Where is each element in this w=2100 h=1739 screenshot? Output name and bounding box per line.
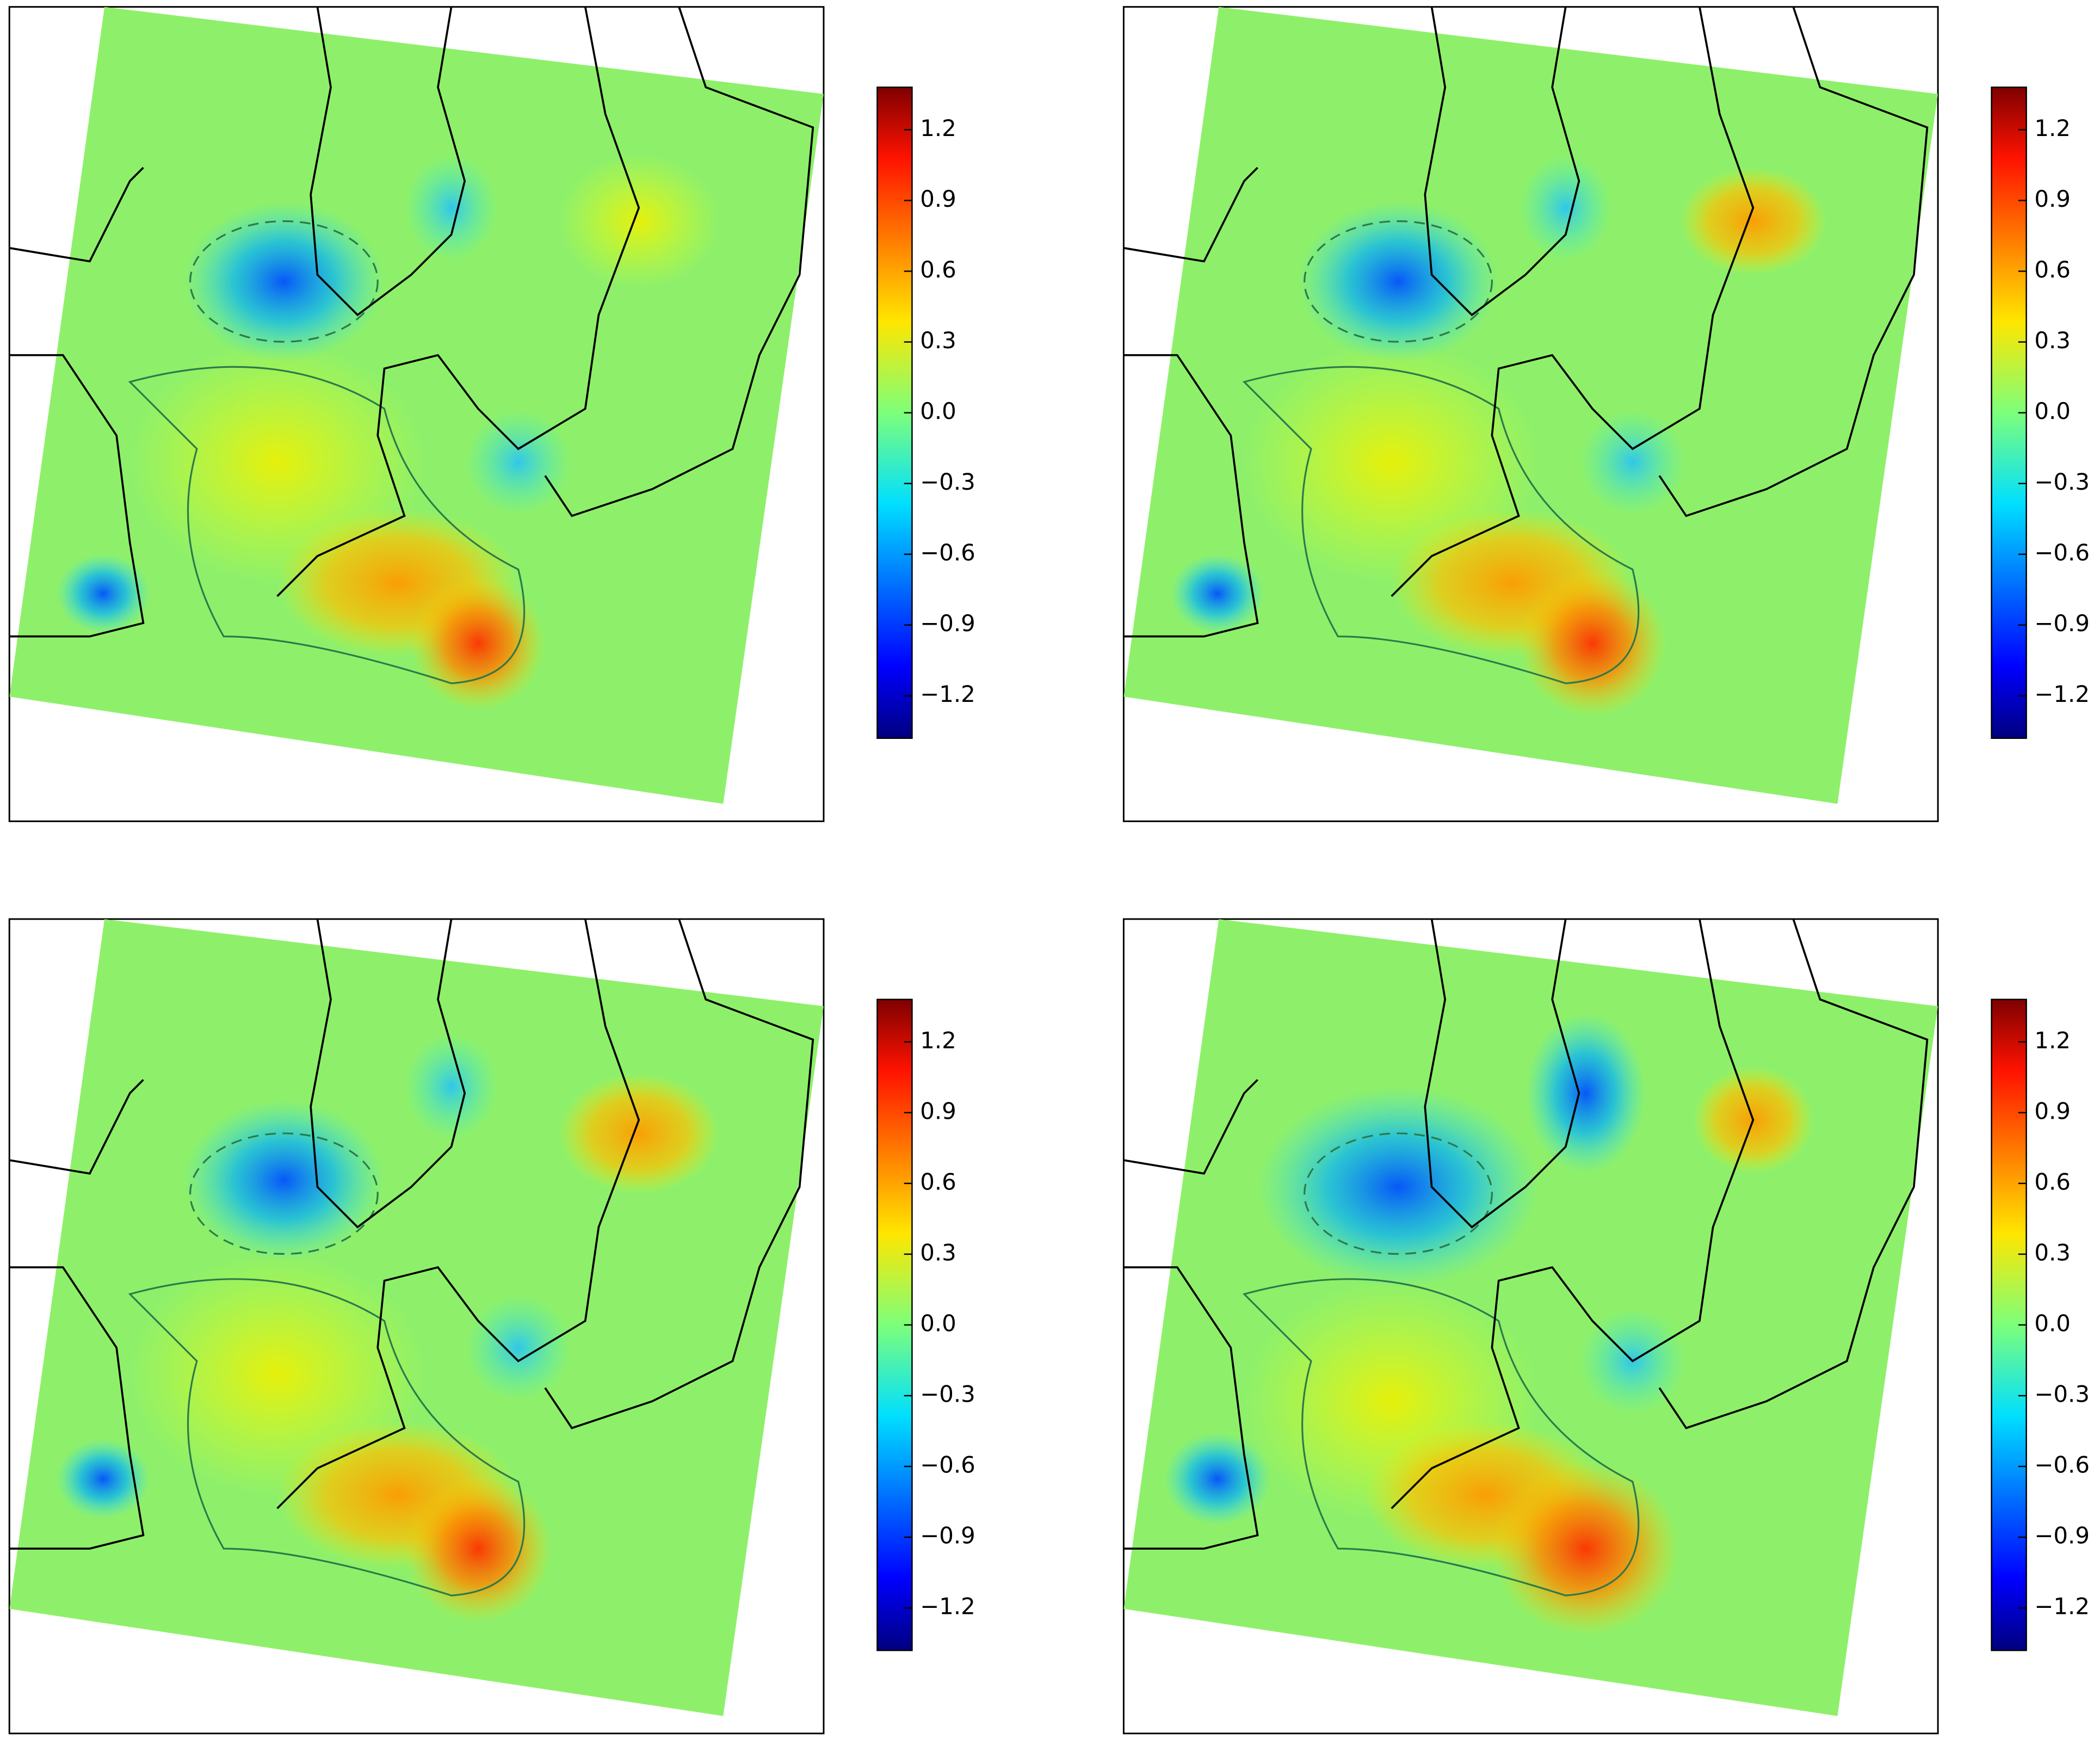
field: [1123, 919, 1938, 1716]
contour: [189, 1132, 379, 1255]
colorbar-tick-label: 1.2: [920, 115, 956, 141]
contour: [189, 220, 379, 343]
field: [9, 7, 824, 804]
contour: [128, 366, 526, 684]
field-anomaly: [1518, 569, 1666, 717]
colorbar-tick-label: 0.6: [2034, 256, 2071, 283]
field-anomaly: [1170, 553, 1264, 634]
field-anomaly: [1492, 1461, 1680, 1636]
contour: [128, 1278, 526, 1596]
contour: [1304, 1132, 1493, 1255]
colorbar-tick-label: 0.0: [920, 1310, 956, 1336]
contour: [1242, 1278, 1640, 1596]
colorbar-tick-label: 1.2: [2034, 115, 2071, 141]
contour: [1242, 366, 1640, 684]
colorbar-tick-label: −0.9: [2034, 610, 2090, 637]
colorbar-tick-label: 0.0: [2034, 1310, 2071, 1336]
colorbar-tick-label: −0.6: [2034, 1452, 2090, 1478]
colorbar-tick-label: 0.9: [920, 186, 956, 212]
field-anomaly: [1679, 168, 1827, 275]
field-anomaly: [558, 1073, 719, 1194]
field-background: [9, 919, 824, 1716]
field-anomaly: [558, 154, 719, 288]
map-panel: [1122, 918, 1939, 1735]
field-anomaly: [1164, 1432, 1271, 1526]
field-anomaly: [56, 553, 150, 634]
colorbar-tick-label: −0.9: [920, 1522, 975, 1549]
colorbar-tick-label: −0.3: [920, 1381, 975, 1408]
coastline: [1123, 7, 1929, 638]
colorbar-tick-label: 0.9: [920, 1097, 956, 1124]
field-anomaly: [1525, 1013, 1646, 1174]
colorbar-tick-label: −0.9: [920, 610, 975, 637]
field-background: [9, 7, 824, 804]
colorbar-tick-label: 0.9: [2034, 1097, 2071, 1124]
colorbar-tick-label: −1.2: [2034, 681, 2090, 707]
colorbar-tick-label: −0.3: [2034, 1381, 2090, 1408]
field-anomaly: [1579, 409, 1687, 516]
coastline: [1123, 918, 1929, 1550]
field-anomaly: [411, 576, 545, 711]
colorbar-tick-label: 0.3: [920, 1239, 956, 1266]
colorbar-tick-label: 0.0: [2034, 398, 2071, 424]
field-anomaly: [56, 1439, 150, 1519]
map-panel: [8, 918, 825, 1735]
coastline: [9, 7, 814, 638]
map-panel: [8, 6, 825, 822]
field: [1123, 7, 1938, 804]
colorbar-tick-label: −1.2: [920, 1593, 975, 1620]
contour: [1304, 220, 1493, 343]
colorbar: 1.2 0.9 0.6 0.3 0.0 −0.3 −0.6 −0.9 −1.2: [1991, 998, 2090, 1651]
colorbar: 1.2 0.9 0.6 0.3 0.0 −0.3 −0.6 −0.9 −1.2: [876, 87, 975, 739]
field-background: [1123, 7, 1938, 804]
colorbar-tick-label: 0.3: [2034, 327, 2071, 354]
colorbar-tick-label: 0.9: [2034, 186, 2071, 212]
colorbar-tick-label: 1.2: [2034, 1027, 2071, 1053]
colorbar-tick-label: −1.2: [2034, 1593, 2090, 1620]
field-anomaly: [183, 1100, 385, 1261]
colorbar-tick-label: 0.3: [920, 327, 956, 354]
field-anomaly: [404, 154, 498, 262]
colorbar-tick-label: −0.3: [920, 468, 975, 495]
field-anomaly: [1518, 154, 1613, 262]
colorbar-tick-label: 0.6: [920, 256, 956, 283]
coastline: [9, 918, 814, 1550]
colorbar-tick-label: 0.6: [2034, 1168, 2071, 1195]
colorbar-tick-label: −0.6: [920, 1452, 975, 1478]
colorbar-tick-label: 0.6: [920, 1168, 956, 1195]
field-anomaly: [183, 201, 385, 362]
map-panel: [1122, 6, 1939, 822]
field-anomaly: [404, 1033, 498, 1140]
field-anomaly: [1298, 201, 1499, 362]
field: [9, 919, 824, 1716]
colorbar-tick-label: −0.6: [2034, 539, 2090, 566]
field-anomaly: [465, 1294, 572, 1402]
colorbar-tick-label: −0.3: [2034, 468, 2090, 495]
colorbar-tick-label: −0.9: [2034, 1522, 2090, 1549]
colorbar: 1.2 0.9 0.6 0.3 0.0 −0.3 −0.6 −0.9 −1.2: [876, 998, 975, 1651]
colorbar-tick-label: 0.3: [2034, 1239, 2071, 1266]
colorbar-tick-label: 0.0: [920, 398, 956, 424]
field-anomaly: [1257, 1086, 1539, 1288]
colorbar: 1.2 0.9 0.6 0.3 0.0 −0.3 −0.6 −0.9 −1.2: [1991, 87, 2090, 739]
field-anomaly: [465, 409, 572, 516]
colorbar-tick-label: −0.6: [920, 539, 975, 566]
colorbar-tick-label: 1.2: [920, 1027, 956, 1053]
field-anomaly: [404, 1475, 552, 1623]
colorbar-tick-label: −1.2: [920, 681, 975, 707]
